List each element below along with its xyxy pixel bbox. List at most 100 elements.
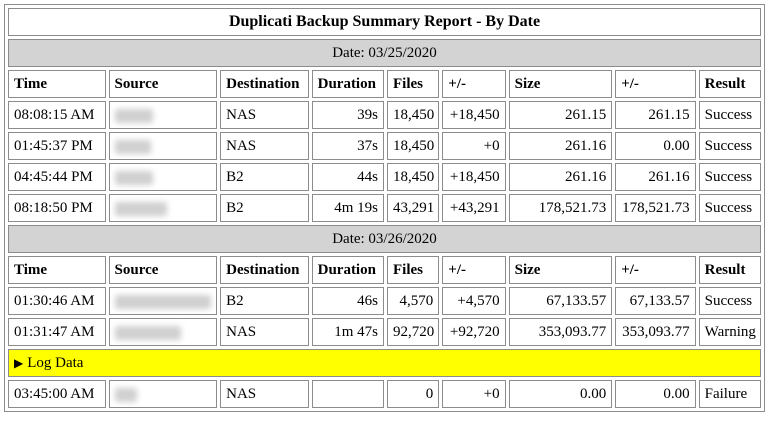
- cell-time: 01:31:47 AM: [8, 318, 106, 346]
- cell-size: 0.00: [508, 380, 613, 408]
- report-title: Duplicati Backup Summary Report - By Dat…: [8, 8, 761, 36]
- redacted-source: [114, 201, 167, 216]
- cell-files: 92,720: [387, 318, 440, 346]
- cell-size: 67,133.57: [508, 287, 613, 315]
- cell-size: 261.16: [508, 163, 613, 191]
- header-destination: Destination: [220, 256, 309, 284]
- redacted-source: [114, 170, 153, 185]
- cell-source: [108, 380, 218, 408]
- redacted-source: [114, 108, 153, 123]
- cell-duration: [311, 380, 384, 408]
- header-duration: Duration: [311, 70, 384, 98]
- cell-time: 04:45:44 PM: [8, 163, 106, 191]
- cell-files-delta: +0: [442, 380, 506, 408]
- cell-files: 18,450: [387, 132, 440, 160]
- backup-summary-table: Duplicati Backup Summary Report - By Dat…: [4, 4, 765, 412]
- cell-files: 18,450: [387, 101, 440, 129]
- cell-destination: NAS: [220, 132, 309, 160]
- header-files: Files: [387, 256, 440, 284]
- cell-size-delta: 353,093.77: [615, 318, 696, 346]
- log-data-toggle[interactable]: ▶ Log Data: [8, 349, 761, 377]
- cell-size-delta: 261.15: [615, 101, 696, 129]
- header-time: Time: [8, 256, 106, 284]
- cell-destination: NAS: [220, 101, 309, 129]
- cell-files-delta: +92,720: [442, 318, 506, 346]
- table-row: 08:08:15 AM NAS 39s 18,450 +18,450 261.1…: [8, 101, 761, 129]
- cell-size-delta: 261.16: [615, 163, 696, 191]
- cell-files: 18,450: [387, 163, 440, 191]
- header-size: Size: [508, 70, 613, 98]
- triangle-right-icon: ▶: [14, 356, 24, 370]
- cell-size-delta: 0.00: [615, 132, 696, 160]
- log-data-row[interactable]: ▶ Log Data: [8, 349, 761, 377]
- header-duration: Duration: [311, 256, 384, 284]
- cell-duration: 46s: [311, 287, 384, 315]
- cell-destination: B2: [220, 163, 309, 191]
- cell-destination: NAS: [220, 380, 309, 408]
- cell-files-delta: +0: [442, 132, 506, 160]
- cell-result: Success: [698, 101, 761, 129]
- header-source: Source: [108, 70, 218, 98]
- cell-time: 08:08:15 AM: [8, 101, 106, 129]
- cell-time: 08:18:50 PM: [8, 194, 106, 222]
- cell-size-delta: 67,133.57: [615, 287, 696, 315]
- cell-time: 01:30:46 AM: [8, 287, 106, 315]
- cell-size: 261.16: [508, 132, 613, 160]
- cell-files: 4,570: [387, 287, 440, 315]
- cell-destination: NAS: [220, 318, 309, 346]
- cell-time: 01:45:37 PM: [8, 132, 106, 160]
- cell-files-delta: +18,450: [442, 101, 506, 129]
- cell-files-delta: +18,450: [442, 163, 506, 191]
- cell-duration: 44s: [311, 163, 384, 191]
- cell-duration: 1m 47s: [311, 318, 384, 346]
- cell-source: [108, 194, 218, 222]
- table-row: 01:45:37 PM NAS 37s 18,450 +0 261.16 0.0…: [8, 132, 761, 160]
- cell-files: 0: [387, 380, 440, 408]
- table-row: 01:31:47 AM NAS 1m 47s 92,720 +92,720 35…: [8, 318, 761, 346]
- cell-files: 43,291: [387, 194, 440, 222]
- cell-result: Success: [698, 163, 761, 191]
- date-label: Date: 03/25/2020: [8, 39, 761, 67]
- cell-files-delta: +4,570: [442, 287, 506, 315]
- cell-source: [108, 132, 218, 160]
- cell-result: Failure: [698, 380, 761, 408]
- header-result: Result: [698, 256, 761, 284]
- cell-files-delta: +43,291: [442, 194, 506, 222]
- column-header-row: Time Source Destination Duration Files +…: [8, 70, 761, 98]
- cell-size: 178,521.73: [508, 194, 613, 222]
- table-row: 08:18:50 PM B2 4m 19s 43,291 +43,291 178…: [8, 194, 761, 222]
- table-row: 01:30:46 AM B2 46s 4,570 +4,570 67,133.5…: [8, 287, 761, 315]
- table-row: 03:45:00 AM NAS 0 +0 0.00 0.00 Failure: [8, 380, 761, 408]
- cell-size: 261.15: [508, 101, 613, 129]
- date-group-header: Date: 03/26/2020: [8, 225, 761, 253]
- cell-result: Success: [698, 287, 761, 315]
- cell-size-delta: 0.00: [615, 380, 696, 408]
- cell-destination: B2: [220, 287, 309, 315]
- header-size: Size: [508, 256, 613, 284]
- table-row: 04:45:44 PM B2 44s 18,450 +18,450 261.16…: [8, 163, 761, 191]
- header-destination: Destination: [220, 70, 309, 98]
- date-label: Date: 03/26/2020: [8, 225, 761, 253]
- header-source: Source: [108, 256, 218, 284]
- cell-source: [108, 163, 218, 191]
- redacted-source: [114, 325, 181, 340]
- redacted-source: [114, 139, 151, 154]
- cell-duration: 4m 19s: [311, 194, 384, 222]
- cell-size: 353,093.77: [508, 318, 613, 346]
- cell-result: Warning: [698, 318, 761, 346]
- cell-duration: 37s: [311, 132, 384, 160]
- cell-source: [108, 318, 218, 346]
- cell-time: 03:45:00 AM: [8, 380, 106, 408]
- header-files: Files: [387, 70, 440, 98]
- redacted-source: [114, 294, 211, 309]
- cell-result: Success: [698, 132, 761, 160]
- cell-size-delta: 178,521.73: [615, 194, 696, 222]
- cell-source: [108, 101, 218, 129]
- header-size-delta: +/-: [615, 70, 696, 98]
- header-files-delta: +/-: [442, 256, 506, 284]
- cell-destination: B2: [220, 194, 309, 222]
- report: Duplicati Backup Summary Report - By Dat…: [4, 4, 765, 412]
- log-data-label: Log Data: [27, 355, 84, 371]
- cell-result: Success: [698, 194, 761, 222]
- date-group-header: Date: 03/25/2020: [8, 39, 761, 67]
